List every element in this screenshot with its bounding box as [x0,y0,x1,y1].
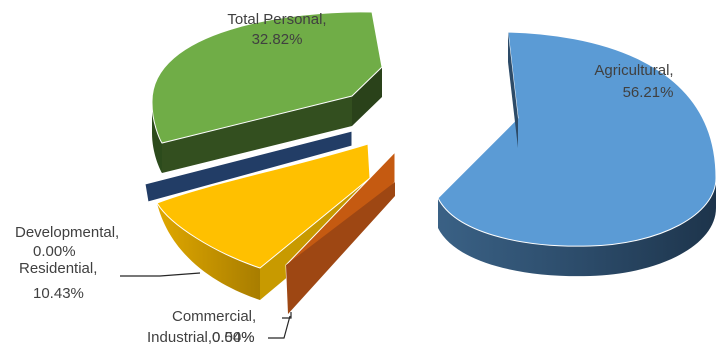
label-total-personal-name: Total Personal, [227,11,326,28]
label-industrial-pct: 0.00% [212,329,255,346]
leader-residential [120,272,201,277]
label-agricultural-pct: 56.21% [623,84,674,101]
label-agricultural-name: Agricultural, [594,62,673,79]
label-commercial-name: Commercial, [172,308,256,325]
leader-industrial [268,315,291,339]
label-commercial-pct: 0.54% [212,329,255,346]
slice-developmental [144,130,353,203]
slice-commercial-front [286,182,395,314]
slice-total-personal-face [151,11,383,144]
label-residential-pct: 10.43% [33,285,84,302]
label-industrial-name: Industrial, [147,329,212,346]
slice-agricultural-inner-edge [508,32,518,148]
slice-agricultural-side [438,178,716,277]
label-developmental-name: Developmental, [15,224,119,241]
label-total-personal-pct: 32.82% [252,31,303,48]
slice-agricultural-face [437,31,717,247]
label-residential-name: Residential, [19,260,97,277]
slice-total-personal-side [152,103,162,173]
leader-commercial [282,312,292,319]
slice-total-personal-front [162,96,352,173]
slice-total-personal-right [352,67,382,126]
slice-residential-face [156,143,371,269]
slice-residential-side [157,203,260,300]
label-developmental-pct: 0.00% [33,243,76,260]
